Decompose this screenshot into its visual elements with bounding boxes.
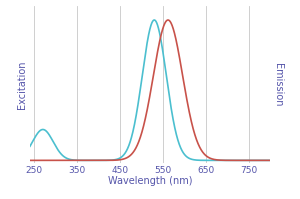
X-axis label: Wavelength (nm): Wavelength (nm) bbox=[108, 176, 192, 186]
Y-axis label: Excitation: Excitation bbox=[17, 60, 27, 109]
Y-axis label: Emission: Emission bbox=[273, 63, 283, 106]
